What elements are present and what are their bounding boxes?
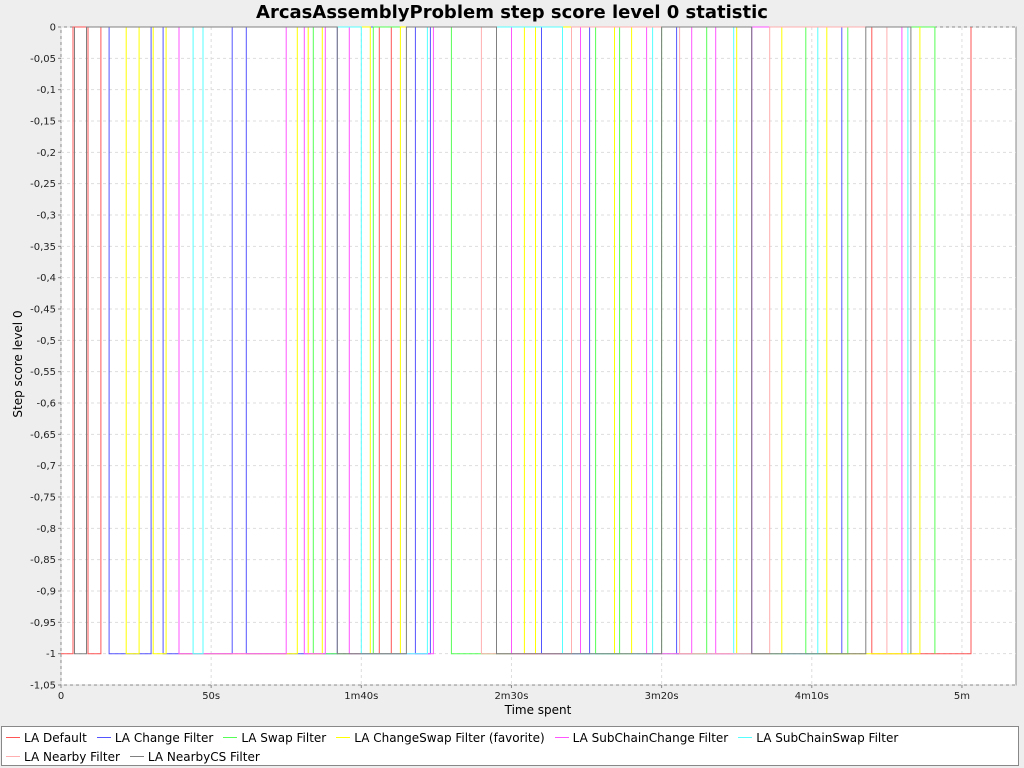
x-tick-label: 2m30s (494, 691, 528, 702)
series-line-6 (192, 26, 909, 655)
chart-legend: LA Default LA Change Filter LA Swap Filter… (1, 726, 1019, 766)
legend-label: LA Default (24, 730, 87, 745)
legend-label: LA Swap Filter (241, 730, 327, 745)
y-tick-label: -1 (46, 649, 56, 660)
y-tick-label: -0,35 (30, 242, 56, 253)
x-tick-label: 3m20s (645, 691, 679, 702)
y-tick-label: -0,25 (30, 179, 56, 190)
y-tick-label: -1,05 (30, 681, 56, 692)
legend-item: LA Default (6, 728, 87, 747)
y-tick-label: -0,1 (36, 85, 56, 96)
y-tick-label: -0,2 (36, 148, 56, 159)
legend-item: LA Nearby Filter (6, 747, 120, 766)
legend-item: LA ChangeSwap Filter (favorite) (336, 728, 545, 747)
y-tick-label: -0,95 (30, 618, 56, 629)
y-tick-label: -0,05 (30, 54, 56, 65)
legend-label: LA Change Filter (114, 730, 214, 745)
legend-item: LA SubChainChange Filter (554, 728, 729, 747)
series-line-2 (108, 26, 843, 655)
legend-swatch (336, 737, 351, 738)
series-lines (61, 26, 972, 655)
series-line-5 (178, 26, 903, 655)
y-tick-label: -0,45 (30, 305, 56, 316)
x-axis-label: Time spent (504, 703, 572, 717)
y-tick-label: -0,5 (36, 336, 56, 347)
x-tick-label: 0 (58, 691, 64, 702)
x-tick-label: 5m (954, 691, 970, 702)
y-tick-label: -0,3 (36, 211, 56, 222)
x-tick-label: 50s (202, 691, 220, 702)
y-tick-label: -0,8 (36, 524, 56, 535)
x-tick-label: 1m40s (344, 691, 378, 702)
legend-swatch (554, 737, 569, 738)
y-tick-label: -0,4 (36, 273, 56, 284)
legend-swatch (129, 756, 144, 757)
legend-label: LA SubChainSwap Filter (756, 730, 899, 745)
legend-item: LA SubChainSwap Filter (738, 728, 898, 747)
y-tick-label: -0,7 (36, 461, 56, 472)
y-tick-label: -0,55 (30, 367, 56, 378)
y-tick-label: 0 (50, 23, 56, 34)
legend-item: LA Swap Filter (223, 728, 326, 747)
legend-swatch (6, 756, 20, 757)
chart-title: ArcasAssemblyProblem step score level 0 … (256, 2, 768, 23)
legend-label: LA Nearby Filter (24, 749, 120, 764)
chart: ArcasAssemblyProblem step score level 0 … (11, 2, 1017, 717)
legend-item: LA NearbyCS Filter (129, 747, 260, 766)
y-tick-label: -0,6 (36, 399, 56, 410)
legend-item: LA Change Filter (96, 728, 214, 747)
legend-swatch (6, 737, 20, 738)
series-line-8 (74, 26, 912, 655)
y-tick-label: -0,65 (30, 430, 56, 441)
plot-area (60, 26, 1017, 686)
y-tick-label: -0,15 (30, 117, 56, 128)
y-axis-label: Step score level 0 (11, 310, 25, 417)
legend-swatch (223, 737, 238, 738)
legend-swatch (738, 737, 753, 738)
legend-swatch (96, 737, 111, 738)
y-tick-label: -0,75 (30, 493, 56, 504)
y-tick-label: -0,85 (30, 555, 56, 566)
legend-label: LA SubChainChange Filter (572, 730, 729, 745)
legend-label: LA NearbyCS Filter (147, 749, 260, 764)
y-tick-label: -0,9 (36, 587, 56, 598)
legend-label: LA ChangeSwap Filter (favorite) (354, 730, 545, 745)
axis-ticks: 0 -0,05 -0,1 -0,15 -0,2 -0,25 -0,3 -0,35 -0,4 -0,… (30, 23, 970, 703)
x-tick-label: 4m10s (795, 691, 829, 702)
